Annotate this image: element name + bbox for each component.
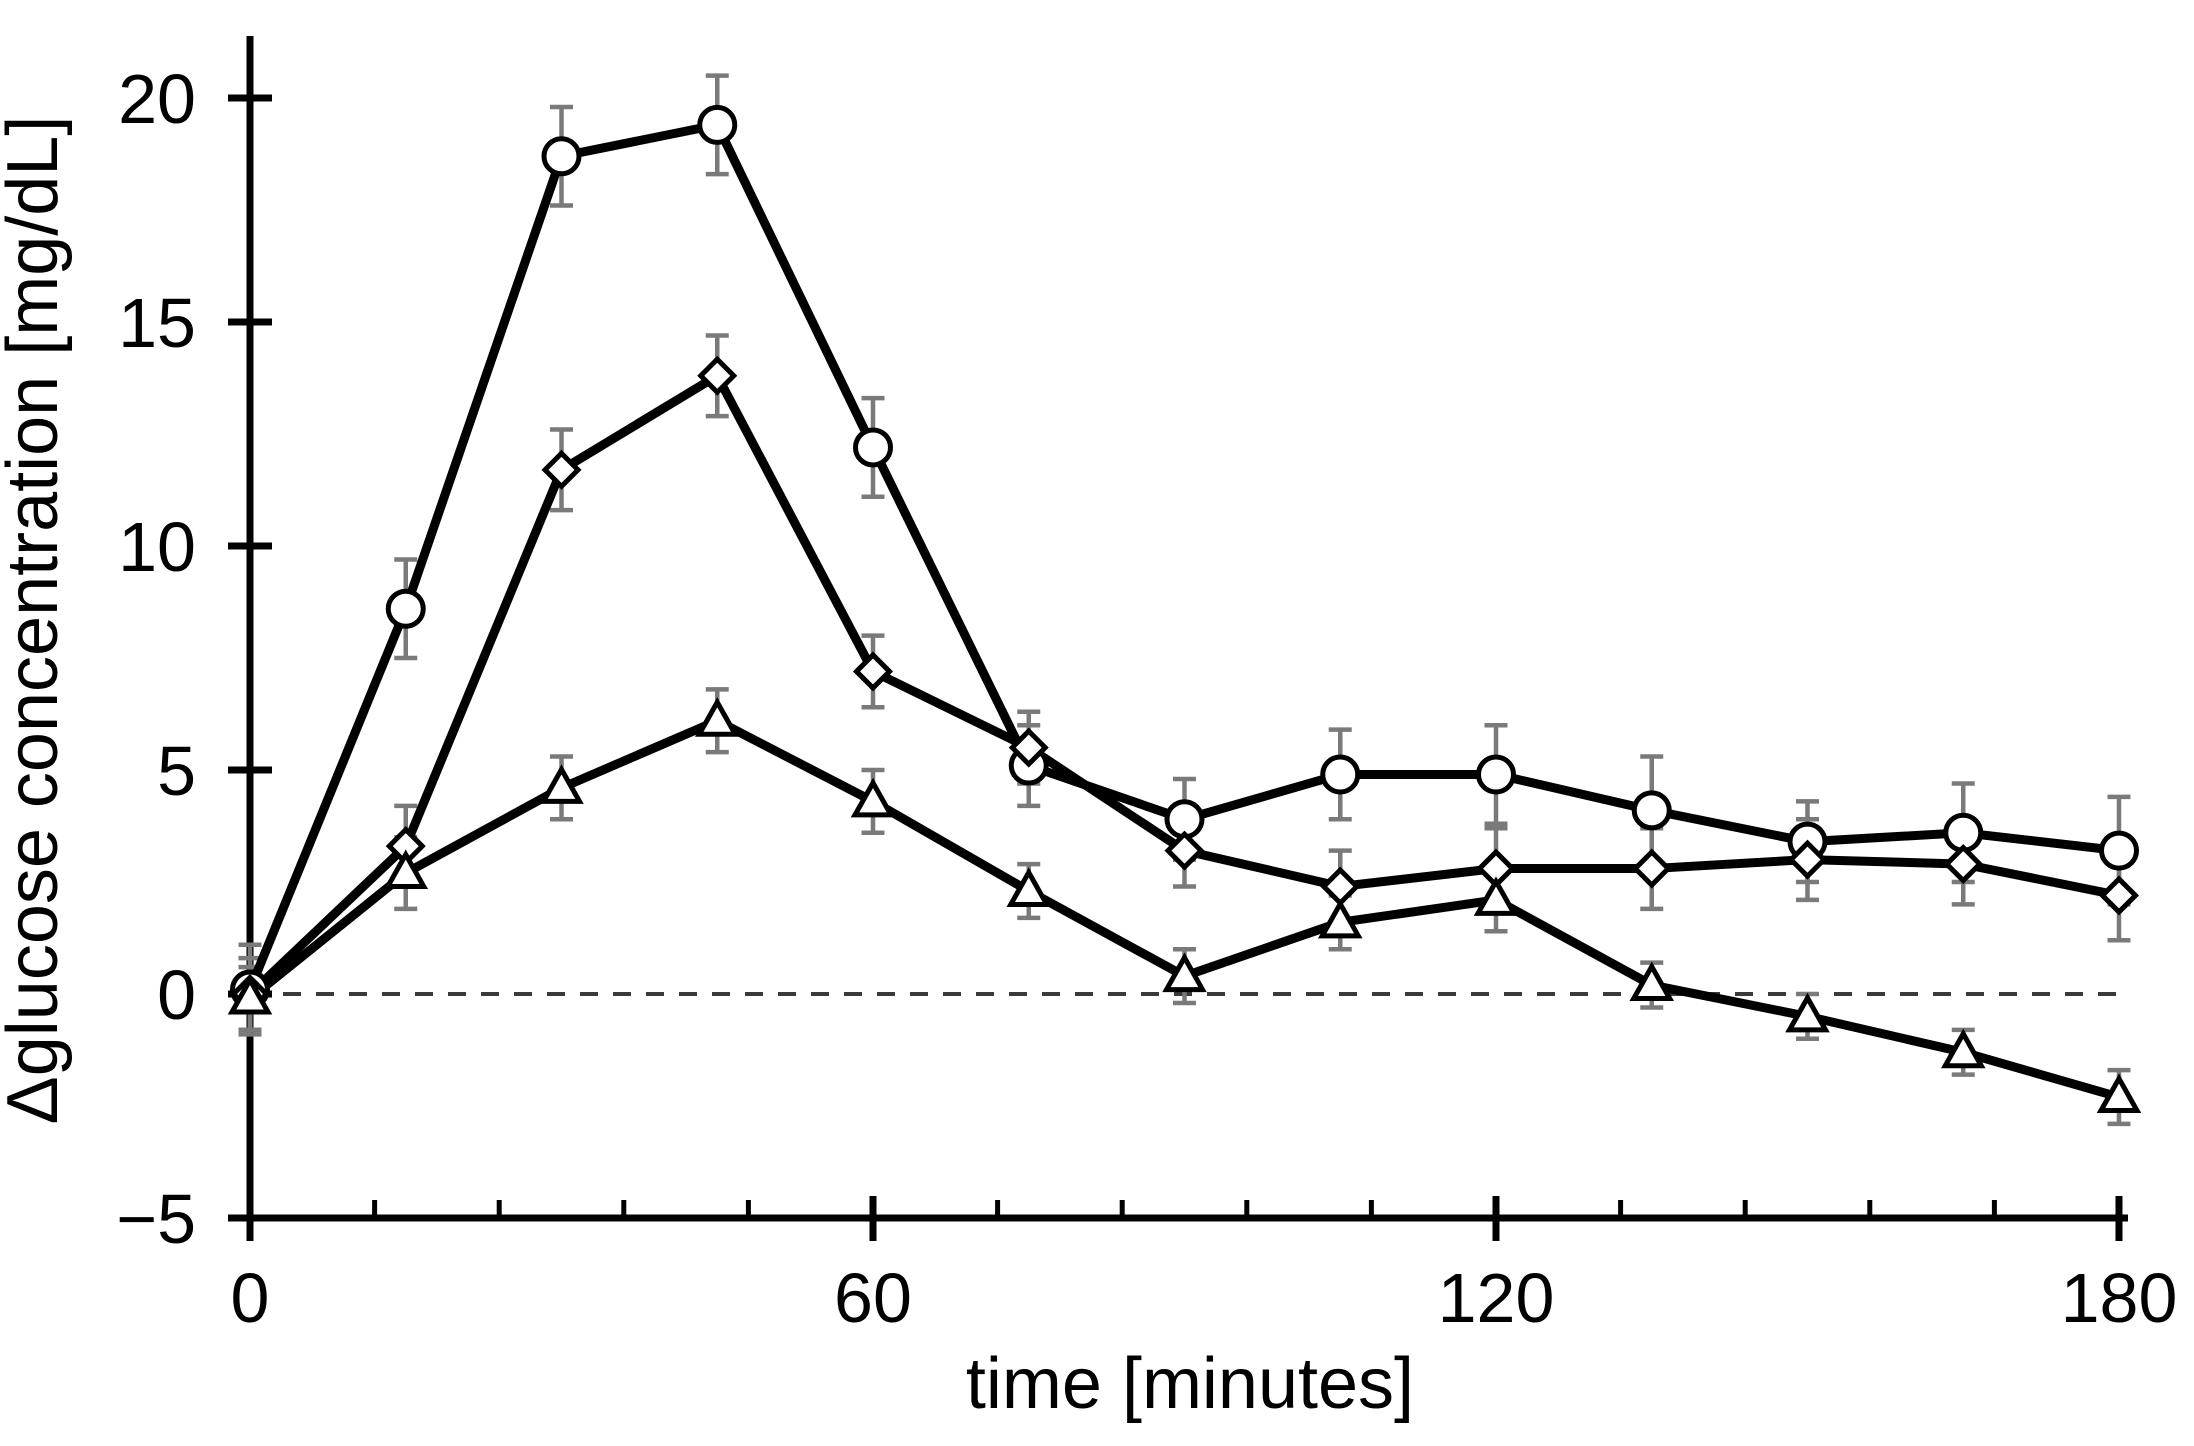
data-point-diamond-75 xyxy=(1008,727,1049,768)
data-point-triangle-180 xyxy=(2096,1073,2142,1114)
data-point-circle-135 xyxy=(1631,790,1672,831)
data-point-diamond-60 xyxy=(852,651,894,692)
data-point-triangle-30 xyxy=(539,764,584,804)
data-point-diamond-165 xyxy=(1943,844,1984,885)
x-tick-label-120: 120 xyxy=(1438,1259,1555,1337)
data-point-triangle-165 xyxy=(1940,1028,1986,1069)
data-point-triangle-15 xyxy=(383,849,429,890)
data-point-triangle-105 xyxy=(1317,898,1363,939)
data-point-triangle-0 xyxy=(227,974,273,1015)
data-point-circle-30 xyxy=(541,136,582,177)
plot-area: 20 15 10 5 0 −5 0 60 120 180 xyxy=(116,36,2177,1337)
y-tick-label-5: 5 xyxy=(157,732,196,810)
data-point-diamond-45 xyxy=(697,355,738,396)
x-axis-title: time [minutes] xyxy=(966,1344,1414,1424)
x-tick-label-60: 60 xyxy=(834,1259,912,1337)
data-point-diamond-90 xyxy=(1164,830,1205,871)
data-point-diamond-105 xyxy=(1320,866,1361,907)
y-tick-label-10: 10 xyxy=(118,508,196,586)
data-point-circle-60 xyxy=(852,427,893,468)
data-point-diamond-30 xyxy=(541,449,582,490)
data-point-circle-45 xyxy=(697,104,738,145)
data-point-diamond-150 xyxy=(1787,839,1828,880)
data-point-triangle-120 xyxy=(1473,876,1519,916)
data-point-circle-180 xyxy=(2098,830,2139,871)
y-tick-label-0: 0 xyxy=(157,956,196,1034)
data-point-diamond-180 xyxy=(2098,875,2140,916)
data-point-diamond-120 xyxy=(1475,848,1517,889)
data-point-triangle-150 xyxy=(1785,992,1830,1033)
data-point-circle-120 xyxy=(1475,754,1516,795)
y-tick-label-15: 15 xyxy=(118,284,196,362)
data-point-diamond-135 xyxy=(1631,848,1672,889)
y-tick-label--5: −5 xyxy=(116,1180,196,1258)
data-point-triangle-60 xyxy=(850,777,896,818)
diamond-series-line xyxy=(246,369,2120,998)
data-point-triangle-135 xyxy=(1629,961,1675,1002)
data-point-triangle-90 xyxy=(1162,952,1207,993)
data-point-diamond-15 xyxy=(385,826,426,867)
y-axis-title: Δglucose concentration [mg/dL] xyxy=(0,116,73,1125)
x-tick-label-0: 0 xyxy=(231,1259,270,1337)
x-tick-label-180: 180 xyxy=(2061,1259,2178,1337)
data-point-triangle-45 xyxy=(694,697,740,737)
data-point-circle-15 xyxy=(385,588,426,629)
data-point-triangle-75 xyxy=(1006,867,1052,907)
data-point-circle-105 xyxy=(1320,754,1361,795)
y-tick-label-20: 20 xyxy=(118,60,196,138)
